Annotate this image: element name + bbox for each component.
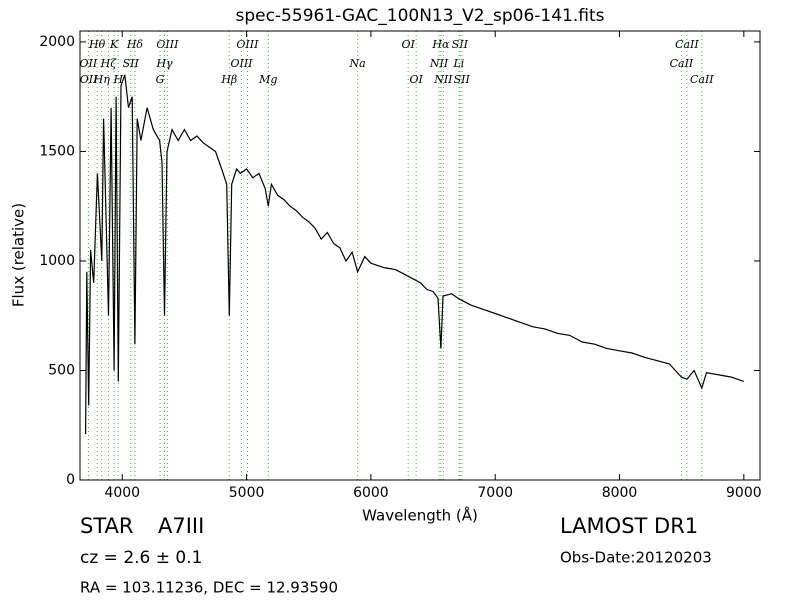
spectral-line-label: Mg	[258, 73, 277, 86]
x-tick-label: 4000	[104, 485, 140, 501]
spectral-line-label: Hδ	[126, 38, 144, 51]
y-tick-label: 2000	[39, 34, 75, 50]
y-tick-label: 0	[66, 472, 75, 488]
spectral-line-label: OI	[402, 38, 416, 51]
spectral-line-label: NII	[433, 73, 453, 86]
coordinates: RA = 103.11236, DEC = 12.93590	[80, 579, 338, 597]
spectral-class: A7III	[158, 514, 204, 538]
spectral-line-label: OII	[80, 73, 98, 86]
y-tick-label: 500	[48, 362, 75, 378]
spectrum	[85, 74, 744, 435]
spectral-line-label: SII	[123, 57, 140, 70]
spectral-line-label: CaII	[675, 38, 699, 51]
x-tick-label: 6000	[353, 485, 389, 501]
spectral-line-label: SII	[452, 38, 469, 51]
spectral-line-label: NII	[429, 57, 449, 70]
x-axis-label: Wavelength (Å)	[362, 506, 478, 525]
spectral-line-label: Hγ	[155, 57, 173, 70]
x-tick-label: 5000	[229, 485, 265, 501]
x-tick-label: 9000	[726, 485, 762, 501]
spectral-line-label: H	[112, 73, 123, 86]
spectral-line-label: OIII	[236, 38, 259, 51]
spectral-line-label: CaII	[690, 73, 714, 86]
survey: LAMOST DR1	[560, 514, 698, 538]
spectral-line-label: G	[156, 73, 165, 86]
spectral-line-label: Li	[452, 57, 464, 70]
x-tick-label: 8000	[602, 485, 638, 501]
spectral-line-label: Hη	[93, 73, 111, 86]
spectral-line-label: OIII	[156, 38, 179, 51]
spectral-line-label: Hα	[431, 38, 450, 51]
spectral-line-label: Hβ	[220, 73, 237, 86]
y-axis-label: Flux (relative)	[10, 203, 28, 307]
spectral-line-label: Na	[349, 57, 366, 70]
redshift: cz = 2.6 ± 0.1	[80, 548, 202, 568]
x-tick-label: 7000	[477, 485, 513, 501]
spectral-line-label: OI	[409, 73, 423, 86]
y-tick-label: 1500	[39, 143, 75, 159]
spectral-line-label: K	[109, 38, 119, 51]
y-tick-label: 1000	[39, 253, 75, 269]
obs-date: Obs-Date:20120203	[560, 549, 712, 567]
chart-title: spec-55961-GAC_100N13_V2_sp06-141.fits	[235, 6, 604, 26]
spectral-line-label: CaII	[670, 57, 694, 70]
plot-frame	[79, 30, 761, 481]
spectral-line-label: OIII	[230, 57, 253, 70]
spectral-line-label: SII	[454, 73, 471, 86]
object-type: STAR	[80, 514, 133, 538]
spectral-line-label: Hθ	[88, 38, 106, 51]
spectral-line-label: Hζ	[100, 57, 118, 70]
